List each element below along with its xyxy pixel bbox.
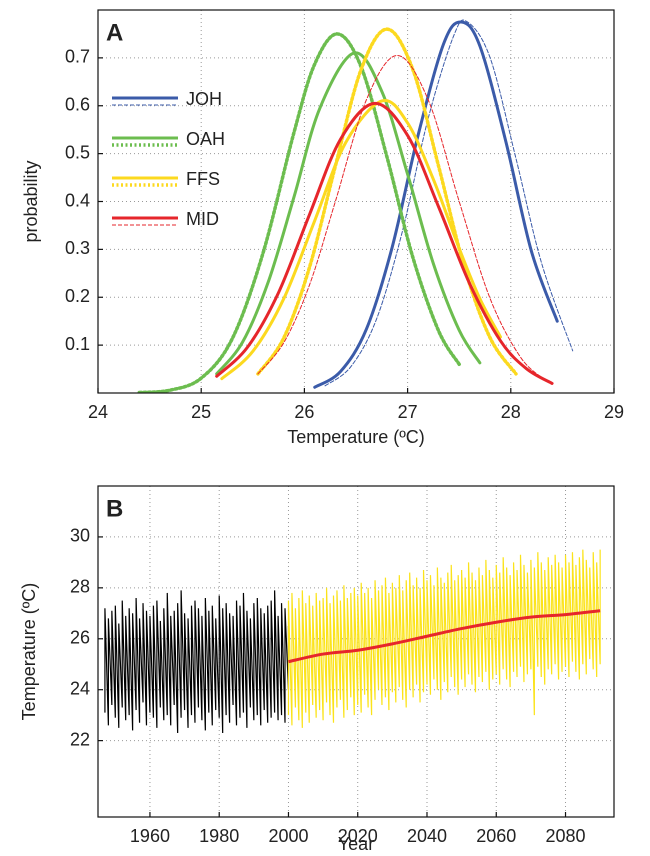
legend-entry: JOH: [112, 89, 222, 109]
panel-label: A: [106, 19, 123, 46]
temperature-series: [287, 549, 601, 728]
x-tick-label: 2060: [476, 826, 516, 846]
x-tick-label: 26: [294, 402, 314, 422]
y-tick-label: 22: [70, 729, 90, 749]
y-tick-label: 0.3: [65, 238, 90, 258]
x-tick-label: 29: [604, 402, 624, 422]
y-tick-label: 0.4: [65, 190, 90, 210]
line-series: [137, 32, 461, 393]
x-tick-label: 2020: [338, 826, 378, 846]
series-group: [137, 19, 574, 393]
y-tick-label: 24: [70, 678, 90, 698]
legend-label: MID: [186, 209, 219, 229]
x-tick-label: 2000: [268, 826, 308, 846]
y-tick-label: 28: [70, 577, 90, 597]
x-tick-label: 1980: [199, 826, 239, 846]
legend-label: JOH: [186, 89, 222, 109]
x-tick-label: 28: [501, 402, 521, 422]
x-tick-label: 24: [88, 402, 108, 422]
x-tick-label: 1960: [130, 826, 170, 846]
y-tick-label: 0.1: [65, 334, 90, 354]
series-group: [104, 549, 601, 733]
y-axis-label: Temperature (ºC): [19, 583, 39, 721]
line-series: [313, 20, 559, 389]
legend-entry: FFS: [112, 169, 220, 189]
legend-entry: MID: [112, 209, 219, 229]
y-tick-label: 0.6: [65, 95, 90, 115]
x-tick-label: 2040: [407, 826, 447, 846]
plot-frame: [97, 485, 615, 818]
legend-label: FFS: [186, 169, 220, 189]
y-tick-label: 0.7: [65, 47, 90, 67]
legend-label: OAH: [186, 129, 225, 149]
y-tick-label: 0.2: [65, 286, 90, 306]
y-tick-label: 0.5: [65, 142, 90, 162]
x-tick-label: 2080: [545, 826, 585, 846]
x-axis-label: Temperature (ºC): [287, 427, 425, 447]
x-tick-label: 27: [398, 402, 418, 422]
line-series: [220, 98, 502, 381]
x-tick-label: 25: [191, 402, 211, 422]
panel-label: B: [106, 495, 123, 522]
plot-frame: [97, 9, 615, 394]
y-tick-label: 30: [70, 526, 90, 546]
plot-area: 24 25 26 27 28 29 0.1 0.2 0.3 0.4 0.5 0.6 0.7 Tempera…: [21, 9, 624, 447]
legend-entry: OAH: [112, 129, 225, 149]
line-series: [324, 19, 574, 387]
trend-line: [288, 609, 601, 664]
y-tick-label: 26: [70, 628, 90, 648]
x-axis-label: Year: [338, 834, 374, 854]
plot-area: 1960 1980 2000 2020 2040 2060 2080 22 24 26 28 30 Ye…: [19, 485, 615, 854]
y-axis-label: probability: [21, 160, 41, 242]
line-series: [215, 101, 554, 385]
temperature-series: [104, 590, 290, 733]
